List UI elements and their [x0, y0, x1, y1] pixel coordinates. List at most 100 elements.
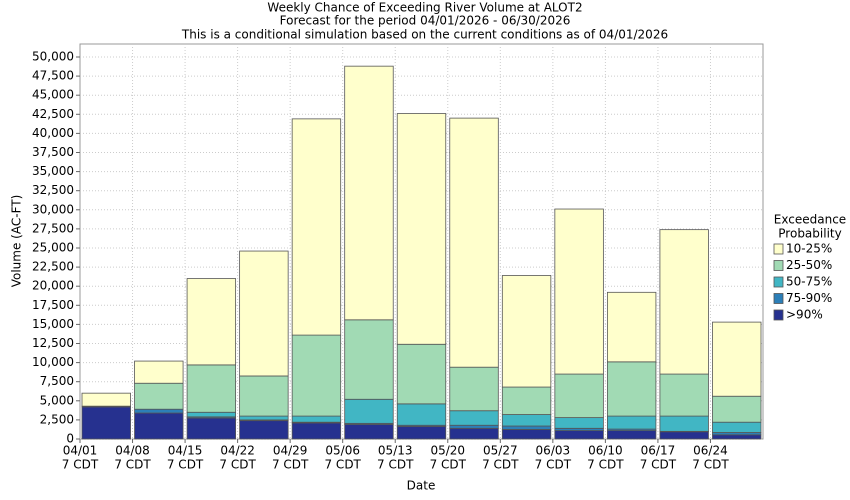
- y-tick-label: 22,500: [32, 260, 74, 274]
- bar-segment: [396, 343, 447, 405]
- bar-segment: [449, 427, 499, 440]
- bar-segment: [501, 386, 552, 415]
- bar-segment: [659, 415, 709, 432]
- y-tick-label: 37,500: [32, 145, 74, 159]
- x-tick-label: 7 CDT: [62, 458, 99, 472]
- bar-segment: [501, 275, 552, 388]
- bar-segment: [186, 417, 237, 440]
- y-tick-label: 20,000: [32, 279, 74, 293]
- bar-segment: [712, 421, 762, 433]
- x-tick-label: 04/08: [115, 444, 150, 458]
- bar-segment: [239, 250, 289, 377]
- bar-segment: [396, 403, 447, 426]
- x-tick-label: 7 CDT: [482, 458, 519, 472]
- legend-label: 25-50%: [786, 258, 832, 272]
- x-tick-label: 7 CDT: [377, 458, 414, 472]
- y-tick-label: 2,500: [40, 412, 74, 426]
- bar-segment: [659, 229, 709, 375]
- legend-label: 50-75%: [786, 275, 832, 289]
- y-tick-label: 12,500: [32, 336, 74, 350]
- bar-segment: [449, 410, 499, 426]
- bar-segment: [134, 360, 184, 384]
- x-tick-label: 05/13: [378, 444, 413, 458]
- legend-swatch: [773, 309, 784, 321]
- x-tick-label: 7 CDT: [272, 458, 309, 472]
- bar-segment: [659, 373, 709, 417]
- bar-segment: [81, 406, 131, 440]
- bar-segment: [291, 334, 342, 417]
- bar-segment: [396, 113, 447, 345]
- x-tick-label: 06/03: [536, 444, 571, 458]
- x-tick-label: 04/15: [168, 444, 203, 458]
- bar-segment: [554, 208, 604, 375]
- y-tick-label: 32,500: [32, 183, 74, 197]
- x-tick-label: 7 CDT: [324, 458, 361, 472]
- bar-segment: [134, 412, 184, 440]
- x-tick-label: 7 CDT: [640, 458, 677, 472]
- bar-segment: [396, 425, 447, 440]
- y-tick-label: 45,000: [32, 88, 74, 102]
- y-tick-label: 15,000: [32, 317, 74, 331]
- chart-title: Weekly Chance of Exceeding River Volume …: [267, 1, 582, 15]
- bar-segment: [239, 415, 289, 421]
- bar-segment: [606, 415, 657, 430]
- x-tick-label: 7 CDT: [167, 458, 204, 472]
- bar-segment: [449, 366, 499, 412]
- bar-segment: [186, 364, 237, 413]
- bar-segment: [606, 361, 657, 417]
- bar-segment: [344, 65, 394, 321]
- y-tick-label: 27,500: [32, 221, 74, 235]
- x-tick-label: 06/24: [693, 444, 728, 458]
- x-tick-label: 05/20: [430, 444, 465, 458]
- legend-swatch: [773, 293, 784, 304]
- x-tick-label: 7 CDT: [535, 458, 572, 472]
- legend-title: Exceedance: [774, 213, 846, 227]
- x-tick-label: 06/10: [588, 444, 623, 458]
- bar-segment: [712, 395, 762, 423]
- bar-segment: [186, 411, 237, 418]
- y-tick-label: 50,000: [32, 49, 74, 63]
- bar-segment: [659, 431, 709, 440]
- bar-segment: [554, 430, 604, 440]
- bar-segment: [554, 373, 604, 419]
- x-tick-label: 06/17: [641, 444, 676, 458]
- bar-segment: [712, 434, 762, 440]
- y-axis-label: Volume (AC-FT): [10, 195, 24, 288]
- x-tick-label: 05/06: [325, 444, 360, 458]
- legend-label: 10-25%: [786, 242, 832, 256]
- x-tick-label: 7 CDT: [430, 458, 467, 472]
- y-tick-label: 7,500: [40, 374, 74, 388]
- y-tick-label: 30,000: [32, 202, 74, 216]
- legend-swatch: [773, 276, 784, 288]
- chart-subtitle: Forecast for the period 04/01/2026 - 06/…: [280, 14, 571, 28]
- bar-segment: [712, 321, 762, 397]
- bar-segment: [501, 429, 552, 440]
- bar-segment: [344, 398, 394, 424]
- legend-label: 75-90%: [786, 291, 832, 305]
- bar-segment: [134, 382, 184, 410]
- bar-segment: [501, 425, 552, 430]
- x-tick-label: 7 CDT: [692, 458, 729, 472]
- y-tick-label: 35,000: [32, 164, 74, 178]
- y-tick-label: 40,000: [32, 126, 74, 140]
- bar-segment: [186, 278, 237, 366]
- y-tick-label: 10,000: [32, 355, 74, 369]
- x-tick-label: 04/01: [63, 444, 98, 458]
- x-tick-label: 7 CDT: [587, 458, 624, 472]
- bar-segment: [501, 414, 552, 427]
- x-tick-label: 7 CDT: [114, 458, 151, 472]
- bar-segment: [291, 415, 342, 423]
- bar-segment: [554, 417, 604, 429]
- legend-swatch: [773, 243, 784, 255]
- bar-segment: [134, 408, 184, 414]
- y-tick-label: 42,500: [32, 107, 74, 121]
- y-tick-label: 0: [66, 432, 74, 446]
- legend-title: Probability: [778, 227, 841, 241]
- bar-segment: [81, 392, 131, 407]
- chart-note: This is a conditional simulation based o…: [181, 28, 668, 42]
- y-tick-label: 47,500: [32, 69, 74, 83]
- legend-label: >90%: [786, 308, 823, 322]
- bar-segment: [606, 291, 657, 363]
- x-axis-label: Date: [407, 479, 436, 493]
